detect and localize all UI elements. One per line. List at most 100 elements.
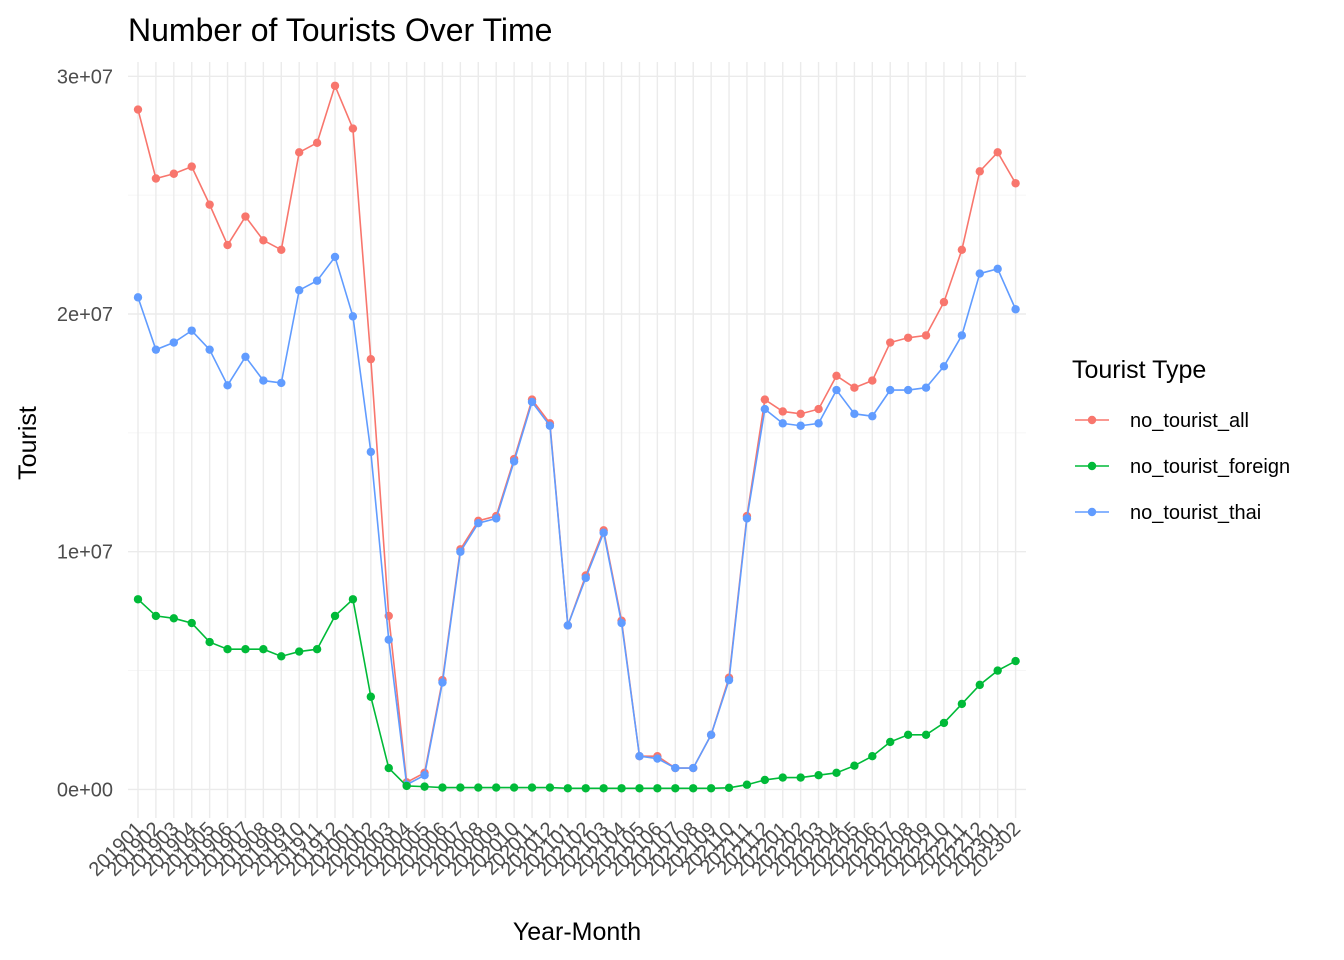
legend-label: no_tourist_thai — [1130, 502, 1261, 524]
legend: Tourist Type no_tourist_all no_tourist_fo… — [1072, 356, 1290, 524]
data-point — [259, 645, 268, 654]
data-point — [169, 614, 179, 623]
data-point — [706, 730, 716, 739]
data-point — [706, 784, 716, 793]
data-point — [366, 447, 376, 457]
y-tick-label: 1e+07 — [57, 542, 113, 564]
data-point — [1011, 656, 1020, 666]
series-line-no_tourist_all — [137, 83, 1017, 784]
legend-item-no_tourist_foreign: no_tourist_foreign — [1075, 456, 1290, 478]
data-point — [456, 783, 465, 792]
data-point — [259, 236, 268, 245]
data-point — [294, 148, 304, 157]
data-point — [868, 751, 877, 761]
data-point — [850, 409, 859, 419]
data-point — [903, 333, 913, 342]
data-point — [689, 763, 698, 773]
data-point — [653, 784, 662, 793]
series-no_tourist_all — [133, 81, 1020, 787]
data-point — [545, 783, 555, 792]
data-point — [348, 124, 358, 133]
data-point — [169, 338, 179, 347]
legend-marker — [1087, 461, 1097, 471]
series-no_tourist_thai — [133, 252, 1020, 789]
data-point — [205, 200, 214, 209]
data-point — [903, 385, 913, 395]
data-point — [957, 331, 967, 340]
data-point — [796, 773, 805, 782]
legend-label: no_tourist_all — [1130, 410, 1249, 432]
data-point — [581, 573, 590, 583]
data-point — [599, 528, 608, 537]
data-point — [886, 385, 895, 395]
data-point — [133, 595, 143, 604]
data-point — [617, 618, 626, 628]
series-layer — [133, 81, 1020, 793]
data-point — [312, 138, 322, 148]
grid — [128, 62, 1026, 818]
data-point — [492, 514, 501, 523]
data-point — [169, 169, 179, 178]
data-point — [492, 783, 501, 792]
legend-marker — [1087, 415, 1097, 425]
data-point — [939, 297, 949, 307]
data-point — [778, 407, 787, 416]
y-tick-labels: 0e+00 1e+07 2e+07 3e+07 — [57, 66, 113, 801]
data-point — [635, 784, 644, 793]
data-point — [151, 345, 161, 354]
data-point — [975, 269, 984, 278]
legend-item-no_tourist_all: no_tourist_all — [1075, 410, 1249, 432]
data-point — [259, 376, 268, 385]
data-point — [509, 457, 519, 466]
data-point — [832, 371, 841, 381]
x-axis-title: Year-Month — [513, 918, 641, 946]
data-point — [760, 775, 770, 785]
data-point — [223, 240, 232, 250]
data-point — [1011, 179, 1020, 188]
data-point — [760, 404, 770, 414]
data-point — [868, 376, 877, 385]
data-point — [814, 771, 823, 780]
legend-items: no_tourist_all no_tourist_foreign no_touri… — [1075, 410, 1290, 524]
data-point — [975, 680, 984, 690]
data-point — [205, 637, 214, 647]
legend-title: Tourist Type — [1072, 356, 1206, 384]
data-point — [348, 595, 358, 604]
data-point — [241, 645, 250, 654]
data-point — [241, 352, 250, 361]
data-point — [151, 174, 161, 183]
series-line-no_tourist_thai — [137, 255, 1017, 786]
data-point — [796, 409, 805, 419]
data-point — [993, 148, 1002, 157]
data-point — [420, 782, 429, 791]
y-tick-label: 2e+07 — [57, 304, 113, 326]
data-point — [187, 618, 196, 628]
data-point — [1011, 305, 1020, 314]
data-point — [742, 514, 752, 523]
data-point — [187, 162, 196, 171]
data-point — [294, 647, 304, 656]
data-point — [778, 773, 787, 782]
data-point — [993, 666, 1002, 675]
data-point — [563, 621, 573, 630]
data-point — [563, 784, 573, 793]
data-point — [921, 331, 931, 340]
data-point — [151, 611, 161, 621]
y-tick-label: 0e+00 — [57, 779, 113, 801]
data-point — [832, 385, 841, 395]
data-point — [868, 412, 877, 421]
data-point — [886, 737, 895, 747]
y-axis-title: Tourist — [14, 406, 42, 480]
data-point — [277, 245, 286, 255]
data-point — [957, 699, 967, 709]
data-point — [420, 771, 429, 780]
data-point — [939, 362, 949, 371]
data-point — [903, 730, 913, 739]
data-point — [957, 245, 967, 255]
data-point — [312, 276, 322, 285]
data-point — [527, 397, 537, 407]
data-point — [921, 383, 931, 392]
data-point — [223, 645, 232, 654]
data-point — [653, 754, 662, 763]
data-point — [814, 404, 823, 414]
